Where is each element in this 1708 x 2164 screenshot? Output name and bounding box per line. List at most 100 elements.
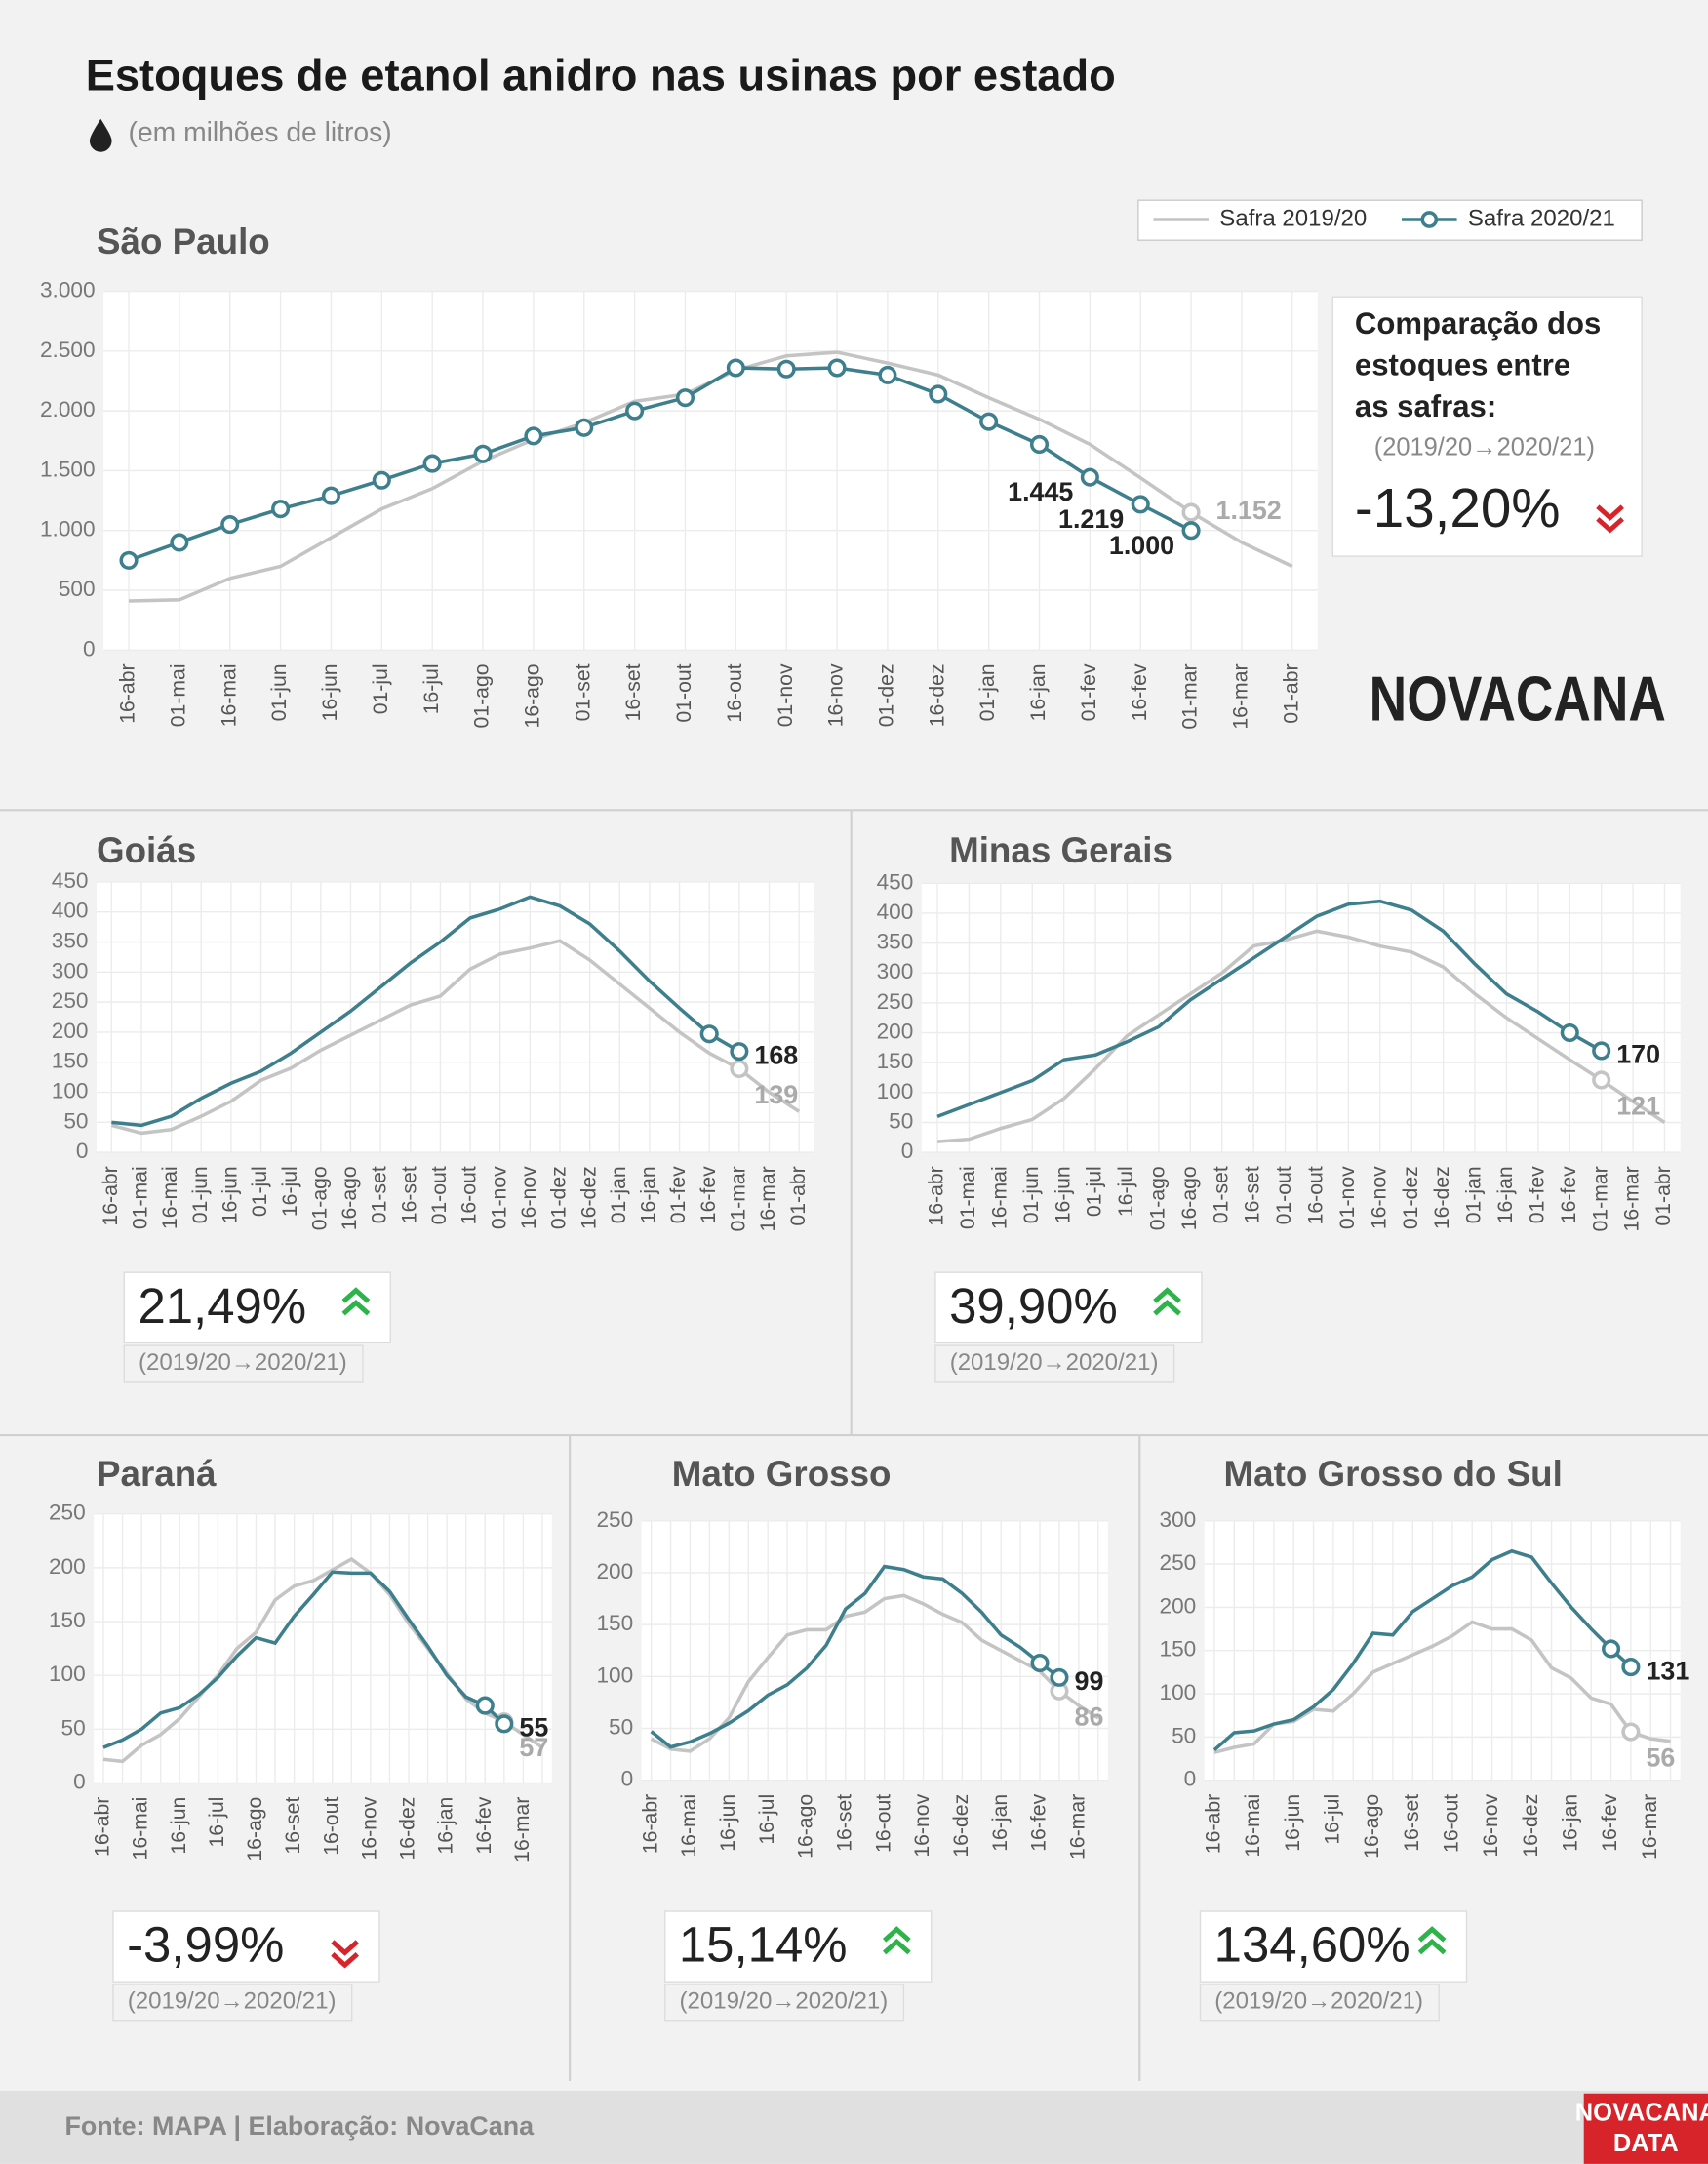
x-tick-label: 16-fev bbox=[1129, 663, 1151, 721]
x-tick-label: 16-mar bbox=[1639, 1794, 1661, 1860]
drop-icon bbox=[89, 118, 112, 152]
x-tick-label: 01-fev bbox=[667, 1166, 690, 1223]
x-tick-label: 16-mai bbox=[988, 1166, 1011, 1229]
x-tick-label: 01-set bbox=[572, 663, 594, 721]
y-tick-label: 450 bbox=[877, 869, 914, 894]
brand-text: NOVACANA bbox=[1575, 2100, 1708, 2127]
x-tick-label: 16-jan bbox=[1027, 663, 1050, 721]
comparison-change: -13,20% bbox=[1355, 477, 1561, 539]
y-tick-label: 200 bbox=[596, 1559, 633, 1583]
x-tick-label: 16-jan bbox=[1559, 1794, 1581, 1852]
data-point bbox=[524, 426, 543, 446]
x-tick-label: 16-jan bbox=[435, 1797, 457, 1855]
x-tick-label: 01-nov bbox=[775, 663, 797, 727]
comparison-change: 21,49% bbox=[138, 1278, 306, 1334]
x-tick-label: 01-jul bbox=[1084, 1166, 1106, 1217]
x-tick-label: 01-mai bbox=[130, 1166, 152, 1229]
data-point bbox=[827, 358, 847, 378]
data-point bbox=[1560, 1023, 1579, 1043]
x-tick-label: 16-dez bbox=[1431, 1166, 1453, 1229]
change-arrow bbox=[1153, 1287, 1181, 1303]
x-tick-label: 16-out bbox=[458, 1166, 481, 1224]
data-point bbox=[1050, 1667, 1069, 1687]
y-tick-label: 200 bbox=[1160, 1593, 1197, 1618]
series-line bbox=[936, 899, 1603, 1119]
x-tick-label: 01-fev bbox=[1078, 663, 1100, 721]
x-tick-label: 16-nov bbox=[518, 1166, 540, 1229]
x-tick-label: 16-dez bbox=[950, 1794, 973, 1858]
x-tick-label: 16-out bbox=[320, 1797, 342, 1856]
x-tick-label: 16-ago bbox=[338, 1166, 361, 1230]
data-point bbox=[929, 384, 948, 404]
x-tick-label: 16-dez bbox=[577, 1166, 600, 1229]
y-tick-label: 150 bbox=[1160, 1637, 1197, 1662]
x-tick-label: 01-set bbox=[1210, 1166, 1232, 1223]
data-label: 1.219 bbox=[1058, 504, 1124, 534]
legend-label: Safra 2020/21 bbox=[1468, 205, 1615, 231]
x-tick-label: 16-fev bbox=[1599, 1793, 1621, 1851]
data-point bbox=[271, 500, 291, 519]
data-label: 55 bbox=[519, 1713, 548, 1743]
data-point bbox=[1080, 467, 1099, 487]
x-tick-label: 01-jun bbox=[1020, 1166, 1043, 1223]
comparison-box bbox=[1199, 1910, 1468, 1983]
x-tick-label: 01-nov bbox=[1336, 1166, 1359, 1229]
comparison-period: (2019/20→2020/21) bbox=[139, 1349, 347, 1376]
series-line bbox=[650, 1593, 1099, 1753]
x-tick-label: 16-ago bbox=[1361, 1794, 1383, 1859]
x-tick-label: 16-abr bbox=[1203, 1794, 1225, 1854]
y-tick-label: 100 bbox=[49, 1662, 86, 1686]
x-tick-label: 16-set bbox=[1401, 1794, 1423, 1852]
x-tick-label: 01-abr bbox=[1280, 663, 1302, 723]
data-label: 1.000 bbox=[1109, 531, 1174, 560]
x-tick-label: 16-set bbox=[398, 1166, 420, 1223]
change-arrow bbox=[1596, 504, 1624, 521]
change-arrow bbox=[1417, 1926, 1447, 1943]
x-tick-label: 01-dez bbox=[548, 1166, 571, 1229]
series-line bbox=[111, 895, 740, 1128]
series-line bbox=[102, 1556, 543, 1764]
y-tick-label: 250 bbox=[52, 988, 89, 1013]
y-tick-label: 150 bbox=[52, 1049, 89, 1073]
x-tick-label: 16-out bbox=[872, 1794, 894, 1853]
comparison-change: 39,90% bbox=[949, 1278, 1118, 1334]
data-point bbox=[321, 486, 340, 505]
y-tick-label: 300 bbox=[877, 959, 914, 983]
x-tick-label: 01-dez bbox=[1400, 1166, 1422, 1229]
y-tick-label: 350 bbox=[877, 930, 914, 954]
x-tick-label: 16-fev bbox=[473, 1796, 496, 1854]
x-tick-label: 16-ago bbox=[1178, 1166, 1201, 1230]
data-point bbox=[422, 454, 442, 473]
comparison-change: 15,14% bbox=[679, 1917, 848, 1973]
page-title: Estoques de etanol anidro nas usinas por… bbox=[86, 51, 1116, 100]
y-tick-label: 500 bbox=[59, 577, 96, 601]
brand-text: DATA bbox=[1613, 2130, 1679, 2157]
comparison-heading: Comparação dos bbox=[1355, 306, 1601, 341]
y-tick-label: 0 bbox=[73, 1769, 86, 1793]
x-tick-label: 01-jul bbox=[370, 663, 392, 714]
series-line bbox=[1212, 1548, 1633, 1751]
x-tick-label: 16-mar bbox=[511, 1797, 534, 1863]
x-tick-label: 01-mai bbox=[167, 663, 189, 727]
x-tick-label: 16-jun bbox=[168, 1797, 190, 1855]
data-point bbox=[220, 515, 240, 535]
data-point bbox=[372, 470, 391, 490]
comparison-box bbox=[123, 1271, 391, 1344]
x-tick-label: 16-jan bbox=[989, 1794, 1012, 1852]
y-tick-label: 100 bbox=[1160, 1680, 1197, 1704]
x-tick-label: 16-nov bbox=[358, 1796, 380, 1860]
data-point bbox=[699, 1024, 719, 1044]
x-tick-label: 16-jun bbox=[319, 663, 341, 721]
data-label: 170 bbox=[1616, 1040, 1660, 1069]
x-tick-label: 16-jun bbox=[1052, 1166, 1074, 1223]
series-line bbox=[102, 1570, 506, 1749]
x-tick-label: 01-dez bbox=[876, 663, 898, 727]
y-tick-label: 100 bbox=[877, 1079, 914, 1103]
x-tick-label: 16-ago bbox=[244, 1797, 266, 1862]
comparison-period: (2019/20→2020/21) bbox=[1374, 434, 1595, 461]
y-tick-label: 50 bbox=[63, 1108, 88, 1133]
x-tick-label: 16-jun bbox=[1282, 1794, 1304, 1852]
chart-title: São Paulo bbox=[97, 221, 270, 261]
comparison-period: (2019/20→2020/21) bbox=[679, 1988, 888, 2015]
